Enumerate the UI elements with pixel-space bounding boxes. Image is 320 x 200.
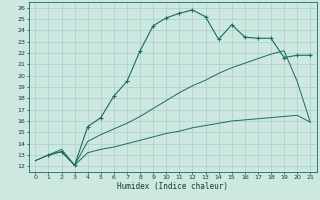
X-axis label: Humidex (Indice chaleur): Humidex (Indice chaleur) — [117, 182, 228, 191]
